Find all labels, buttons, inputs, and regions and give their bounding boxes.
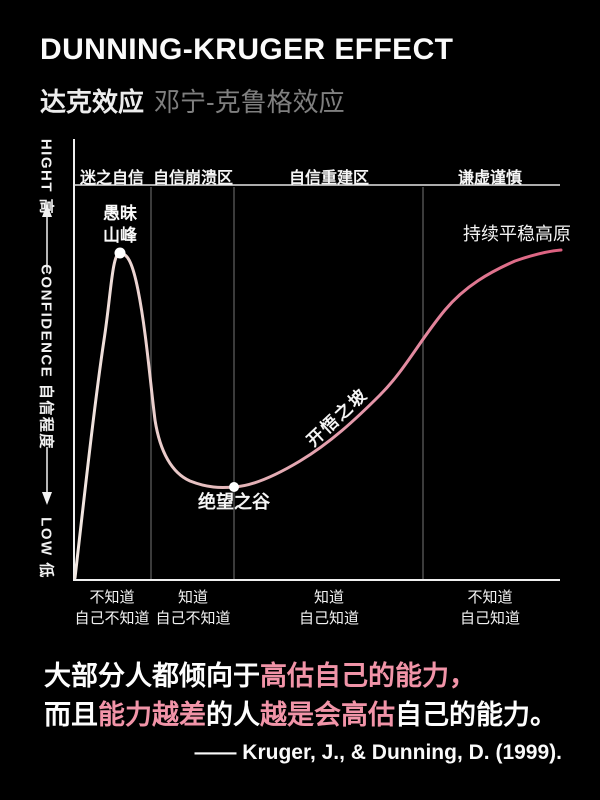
- page-title: DUNNING-KRUGER EFFECT: [40, 33, 454, 66]
- citation: —— Kruger, J., & Dunning, D. (1999).: [194, 741, 562, 764]
- x-axis-label-4-line1: 不知道: [467, 589, 513, 606]
- statement-line-2: 而且能力越差的人越是会高估自己的能力。: [44, 693, 557, 732]
- statement-2-highlight-a: 能力越差: [98, 700, 206, 730]
- x-axis-label-1-line1: 不知道: [89, 589, 135, 606]
- valley-label: 绝望之谷: [198, 492, 270, 512]
- x-axis-label-1-line2: 自己不知道: [74, 610, 150, 627]
- subtitle-chinese: 达克效应: [40, 87, 145, 117]
- statement-line-1: 大部分人都倾向于高估自己的能力，: [44, 654, 476, 693]
- x-axis-label-3: 知道 自己知道: [299, 587, 359, 629]
- statement-1-highlight: 高估自己的能力，: [260, 661, 476, 691]
- subtitle-chinese-secondary: 邓宁-克鲁格效应: [154, 87, 345, 117]
- statement-2-normal-c: 自己的能力。: [395, 700, 557, 730]
- page-subtitle: 达克效应 邓宁-克鲁格效应: [40, 82, 345, 119]
- peak-dot: [114, 247, 126, 259]
- y-axis-label-low: LOW 低: [37, 517, 55, 579]
- zone-label-rebuild: 自信重建区: [288, 170, 370, 187]
- x-axis-label-1: 不知道 自己不知道: [74, 587, 149, 629]
- statement-2-normal-a: 而且: [44, 700, 98, 730]
- x-axis-label-4-line2: 自己知道: [459, 610, 521, 627]
- valley-dot: [229, 482, 239, 492]
- x-axis-label-2: 知道 自己不知道: [155, 587, 230, 629]
- y-axis-label-high: HIGHT 高: [37, 138, 55, 216]
- x-axis-label-2-line1: 知道: [177, 589, 209, 606]
- y-axis-label-confidence: CONFIDENCE 自信程度: [37, 264, 55, 450]
- x-axis-label-3-line1: 知道: [313, 589, 345, 606]
- x-axis-label-4: 不知道 自己知道: [460, 587, 520, 629]
- statement-1-normal: 大部分人都倾向于: [44, 661, 260, 691]
- peak-label-line1: 愚昧: [103, 204, 137, 223]
- zone-label-humility: 谦虚谨慎: [457, 170, 523, 187]
- zone-label-overconfidence: 迷之自信: [79, 170, 145, 187]
- x-axis-label-2-line2: 自己不知道: [155, 610, 231, 627]
- statement-2-normal-b: 的人: [206, 700, 260, 730]
- down-arrow-icon: [42, 492, 52, 505]
- plateau-label: 持续平稳高原: [463, 224, 571, 244]
- zone-label-collapse: 自信崩溃区: [152, 170, 234, 187]
- up-arrow-icon: [42, 204, 52, 217]
- confidence-curve: [73, 248, 563, 580]
- peak-label: 愚昧 山峰: [103, 203, 137, 247]
- statement-2-highlight-b: 越是会高估: [260, 700, 395, 730]
- peak-label-line2: 山峰: [103, 226, 137, 245]
- x-axis-label-3-line2: 自己知道: [298, 610, 360, 627]
